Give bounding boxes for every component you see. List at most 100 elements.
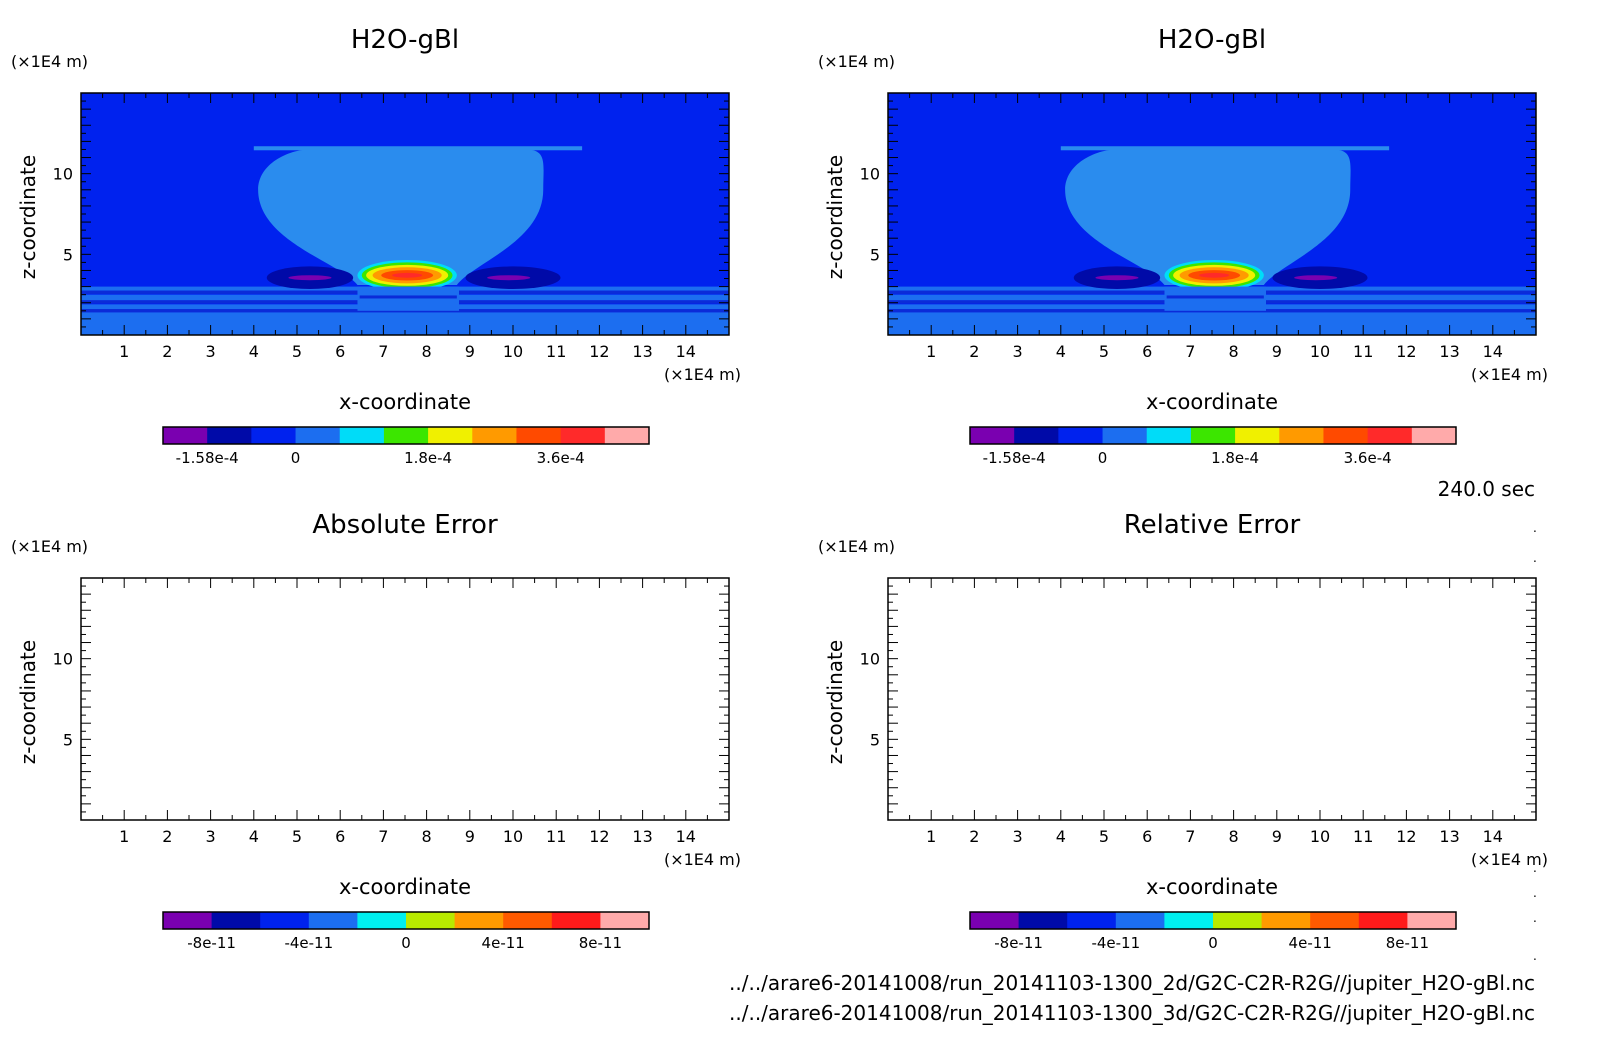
colorbar-swatch — [551, 912, 601, 929]
x-tick-label: 8 — [1229, 342, 1239, 361]
y-tick-label: 10 — [860, 650, 880, 669]
core-contour — [1199, 272, 1230, 278]
x-tick-label: 9 — [1272, 342, 1282, 361]
colorbar-tick-label: -1.58e-4 — [176, 449, 239, 467]
core-notch — [1164, 286, 1266, 311]
x-tick-label: 1 — [119, 342, 129, 361]
plot-area — [81, 578, 729, 820]
colorbar-swatch — [1058, 427, 1104, 444]
x-tick-label: 12 — [1396, 342, 1416, 361]
x-tick-label: 12 — [589, 827, 609, 846]
colorbar-tick-label: 0 — [291, 449, 301, 467]
chart-panel: H2O-gBl(×1E4 m)1 2 3 4 5 6 7 8 9 10 11 12 13 14(×1E4 … — [11, 25, 741, 467]
colorbar-tick-label: 8e-11 — [1386, 934, 1429, 952]
x-tick-label: 14 — [1483, 342, 1503, 361]
x-tick-label: 5 — [1099, 342, 1109, 361]
chart-panel: H2O-gBl(×1E4 m)1 2 3 4 5 6 7 8 9 10 11 12 13 14(×1E4 … — [818, 25, 1548, 467]
colorbar-swatch — [1235, 427, 1280, 444]
x-tick-label: 2 — [969, 827, 979, 846]
colorbar-frame — [162, 426, 650, 445]
colorbar-tick-label: -4e-11 — [284, 934, 333, 952]
colorbar-swatch — [1213, 912, 1263, 929]
low-core-right — [1294, 275, 1338, 281]
colorbar-swatch — [970, 912, 1020, 929]
x-tick-label: 8 — [422, 827, 432, 846]
colorbar-swatch — [295, 427, 341, 444]
plot-area — [888, 578, 1536, 820]
plume-cap-contour — [253, 146, 583, 151]
colorbar-tick-label: 0 — [401, 934, 411, 952]
x-tick-label: 14 — [676, 827, 696, 846]
x-tick-label: 2 — [162, 827, 172, 846]
x-tick-label: 11 — [546, 342, 566, 361]
x-tick-label: 3 — [206, 342, 216, 361]
chart-title: H2O-gBl — [351, 25, 459, 55]
x-tick-label: 7 — [378, 342, 388, 361]
x-tick-label: 2 — [162, 342, 172, 361]
y-tick-label: 5 — [870, 245, 880, 264]
x-tick-label: 11 — [1353, 827, 1373, 846]
x-tick-label: 6 — [1142, 342, 1152, 361]
y-unit-label: (×1E4 m) — [11, 537, 88, 556]
x-axis-label: x-coordinate — [339, 875, 471, 899]
x-tick-label: 3 — [1013, 827, 1023, 846]
y-unit-label: (×1E4 m) — [818, 52, 895, 71]
contour-band — [81, 312, 729, 335]
x-tick-label: 4 — [1056, 342, 1066, 361]
colorbar-swatch — [1067, 912, 1117, 929]
chart-title: Absolute Error — [312, 510, 498, 540]
chart-panel: Relative Error(×1E4 m)1 2 3 4 5 6 7 8 9 10 11 12 13 1… — [818, 510, 1548, 952]
contour-field — [888, 93, 1536, 335]
colorbar-tick-label: 3.6e-4 — [1344, 449, 1392, 467]
colorbar-swatch — [472, 427, 517, 444]
colorbar-swatch — [503, 912, 553, 929]
x-tick-label: 2 — [969, 342, 979, 361]
colorbar-swatch — [1146, 427, 1192, 444]
x-tick-label: 1 — [926, 342, 936, 361]
colorbar-frame — [162, 911, 650, 930]
x-tick-label: 6 — [335, 342, 345, 361]
dot: . — [1533, 861, 1537, 875]
file-path-1: ../../arare6-20141008/run_20141103-1300_… — [729, 971, 1535, 995]
x-unit-label: (×1E4 m) — [664, 850, 741, 869]
file-path-2: ../../arare6-20141008/run_20141103-1300_… — [729, 1001, 1535, 1025]
colorbar-tick-label: 0 — [1098, 449, 1108, 467]
colorbar-swatch — [1102, 427, 1148, 444]
x-tick-label: 5 — [1099, 827, 1109, 846]
y-axis-label: z-coordinate — [823, 640, 847, 764]
x-unit-label: (×1E4 m) — [664, 365, 741, 384]
y-tick-label: 5 — [63, 245, 73, 264]
contour-band — [888, 312, 1536, 335]
chart-panel: Absolute Error(×1E4 m)1 2 3 4 5 6 7 8 9 10 11 12 13 1… — [11, 510, 741, 952]
colorbar-tick-label: 1.8e-4 — [404, 449, 452, 467]
x-tick-label: 10 — [503, 342, 523, 361]
x-tick-label: 4 — [249, 342, 259, 361]
x-tick-label: 9 — [1272, 827, 1282, 846]
colorbar-swatch — [1279, 427, 1324, 444]
x-tick-label: 6 — [335, 827, 345, 846]
x-tick-label: 9 — [465, 342, 475, 361]
x-tick-label: 10 — [1310, 827, 1330, 846]
time-label: 240.0 sec — [1438, 477, 1535, 501]
x-tick-label: 7 — [1185, 342, 1195, 361]
x-tick-label: 6 — [1142, 827, 1152, 846]
x-tick-label: 11 — [1353, 342, 1373, 361]
y-tick-label: 10 — [53, 650, 73, 669]
colorbar-swatch — [207, 427, 252, 444]
colorbar-tick-label: 1.8e-4 — [1211, 449, 1259, 467]
low-core-left — [1095, 275, 1139, 281]
colorbar-swatch — [211, 912, 261, 929]
x-tick-label: 13 — [1439, 342, 1459, 361]
colorbar-swatch — [1190, 427, 1236, 444]
colorbar-swatch — [1358, 912, 1408, 929]
y-unit-label: (×1E4 m) — [11, 52, 88, 71]
low-core-right — [487, 275, 531, 281]
colorbar-swatch — [339, 427, 385, 444]
colorbar-swatch — [1411, 427, 1457, 444]
x-tick-label: 9 — [465, 827, 475, 846]
x-tick-label: 10 — [1310, 342, 1330, 361]
colorbar-tick-label: -8e-11 — [187, 934, 236, 952]
x-unit-label: (×1E4 m) — [1471, 850, 1548, 869]
x-tick-label: 8 — [422, 342, 432, 361]
dot: . — [1533, 521, 1537, 535]
